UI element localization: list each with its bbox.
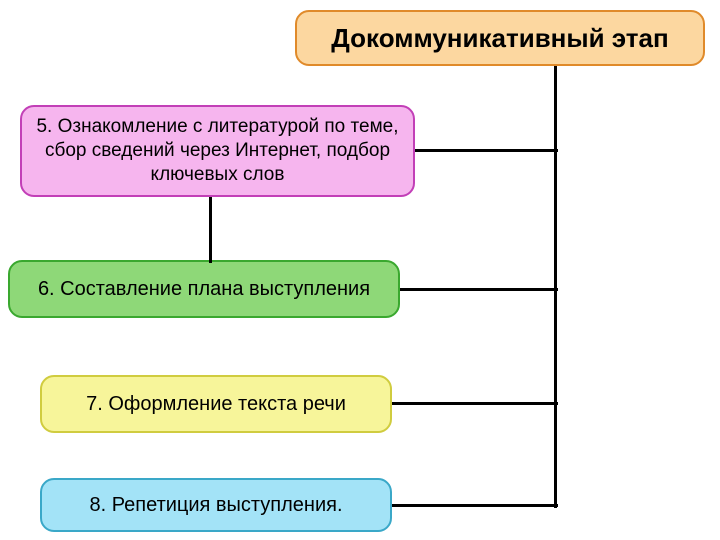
title-text: Докоммуникативный этап [331, 22, 668, 55]
connector-horizontal [400, 288, 558, 291]
connector-horizontal [415, 149, 558, 152]
step5-box: 5. Ознакомление с литературой по теме, с… [20, 105, 415, 197]
diagram-canvas: Докоммуникативный этап 5. Ознакомление с… [0, 0, 720, 540]
step8-text: 8. Репетиция выступления. [89, 493, 342, 518]
connector-vertical [209, 197, 212, 263]
step5-text: 5. Ознакомление с литературой по теме, с… [34, 115, 401, 186]
step6-text: 6. Составление плана выступления [38, 277, 370, 302]
title-box: Докоммуникативный этап [295, 10, 705, 66]
connector-horizontal [392, 504, 558, 507]
step7-text: 7. Оформление текста речи [86, 392, 346, 417]
step6-box: 6. Составление плана выступления [8, 260, 400, 318]
connector-horizontal [392, 402, 558, 405]
step7-box: 7. Оформление текста речи [40, 375, 392, 433]
step8-box: 8. Репетиция выступления. [40, 478, 392, 532]
